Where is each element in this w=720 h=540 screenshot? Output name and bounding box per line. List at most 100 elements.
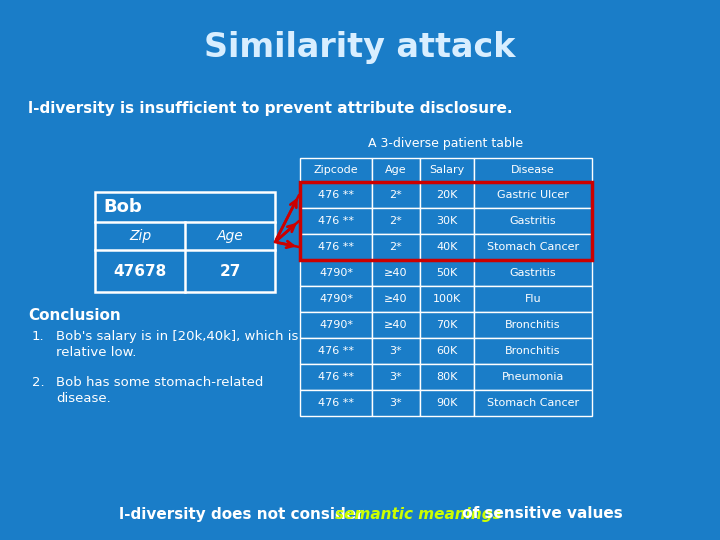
Bar [372,182,420,208]
Bar [300,208,372,234]
Text: 3*: 3* [390,346,402,356]
Bar [474,364,592,390]
Text: of sensitive values: of sensitive values [457,507,623,522]
Text: 60K: 60K [436,346,458,356]
Text: 4790*: 4790* [319,268,353,278]
Bar [420,338,474,364]
Text: Bob's salary is in [20k,40k], which is: Bob's salary is in [20k,40k], which is [56,330,298,343]
Text: Bob: Bob [103,198,142,216]
Text: Zipcode: Zipcode [314,165,359,175]
Bar [300,338,372,364]
Text: 476 **: 476 ** [318,216,354,226]
Bar [372,338,420,364]
Bar [420,234,474,260]
Text: ≥40: ≥40 [384,268,408,278]
Bar [95,192,275,292]
Text: 50K: 50K [436,268,458,278]
Bar [420,312,474,338]
Text: 476 **: 476 ** [318,242,354,252]
Bar [420,182,474,208]
Text: Zip: Zip [129,229,151,243]
Text: ≥40: ≥40 [384,320,408,330]
Bar [474,286,592,312]
Bar [420,260,474,286]
Text: Bronchitis: Bronchitis [505,320,561,330]
Bar [372,158,420,182]
Bar [474,260,592,286]
Bar [300,390,372,416]
Text: Disease: Disease [511,165,555,175]
Text: Bronchitis: Bronchitis [505,346,561,356]
Text: Gastritis: Gastritis [510,268,557,278]
Text: 30K: 30K [436,216,458,226]
Bar [420,364,474,390]
Text: 3*: 3* [390,398,402,408]
Bar [474,208,592,234]
Bar [372,260,420,286]
Text: Stomach Cancer: Stomach Cancer [487,242,579,252]
Text: 2*: 2* [390,242,402,252]
Text: Flu: Flu [525,294,541,304]
Text: 1.: 1. [32,330,45,343]
Text: Similarity attack: Similarity attack [204,31,516,64]
Text: 2*: 2* [390,190,402,200]
Bar [300,286,372,312]
Bar [372,208,420,234]
Text: Gastritis: Gastritis [510,216,557,226]
Text: 40K: 40K [436,242,458,252]
Text: Bob has some stomach-related: Bob has some stomach-related [56,376,264,389]
Text: 100K: 100K [433,294,461,304]
Bar [474,182,592,208]
Bar [420,390,474,416]
Text: Salary: Salary [429,165,464,175]
Text: ≥40: ≥40 [384,294,408,304]
Bar [372,390,420,416]
Bar [420,286,474,312]
Bar [372,312,420,338]
Text: A 3-diverse patient table: A 3-diverse patient table [369,137,523,150]
Bar [474,338,592,364]
Text: 3*: 3* [390,372,402,382]
Text: 2*: 2* [390,216,402,226]
Text: l-diversity does not consider: l-diversity does not consider [119,507,369,522]
Text: 476 **: 476 ** [318,398,354,408]
Bar [420,158,474,182]
Text: Conclusion: Conclusion [28,308,121,323]
Text: Age: Age [217,229,243,243]
Text: 2.: 2. [32,376,45,389]
Bar [372,364,420,390]
Bar [474,158,592,182]
Text: relative low.: relative low. [56,346,136,359]
Text: 70K: 70K [436,320,458,330]
Bar [474,312,592,338]
Text: Age: Age [385,165,407,175]
Bar [300,260,372,286]
Bar [372,286,420,312]
Text: 20K: 20K [436,190,458,200]
Text: 476 **: 476 ** [318,346,354,356]
Text: disease.: disease. [56,392,111,405]
Bar [300,182,372,208]
Bar [474,234,592,260]
Text: 4790*: 4790* [319,320,353,330]
Bar [300,234,372,260]
Text: 47678: 47678 [113,264,166,279]
Bar [474,390,592,416]
Text: semantic meanings: semantic meanings [335,507,502,522]
Text: Stomach Cancer: Stomach Cancer [487,398,579,408]
Text: 4790*: 4790* [319,294,353,304]
Bar [300,182,592,260]
Bar [300,312,372,338]
Bar [372,234,420,260]
Text: Gastric Ulcer: Gastric Ulcer [497,190,569,200]
Bar [300,364,372,390]
Bar [420,208,474,234]
Text: 476 **: 476 ** [318,190,354,200]
Text: l-diversity is insufficient to prevent attribute disclosure.: l-diversity is insufficient to prevent a… [28,100,513,116]
Text: 476 **: 476 ** [318,372,354,382]
Text: 27: 27 [220,264,240,279]
Bar [300,158,372,182]
Text: Pneumonia: Pneumonia [502,372,564,382]
Text: 90K: 90K [436,398,458,408]
Text: 80K: 80K [436,372,458,382]
